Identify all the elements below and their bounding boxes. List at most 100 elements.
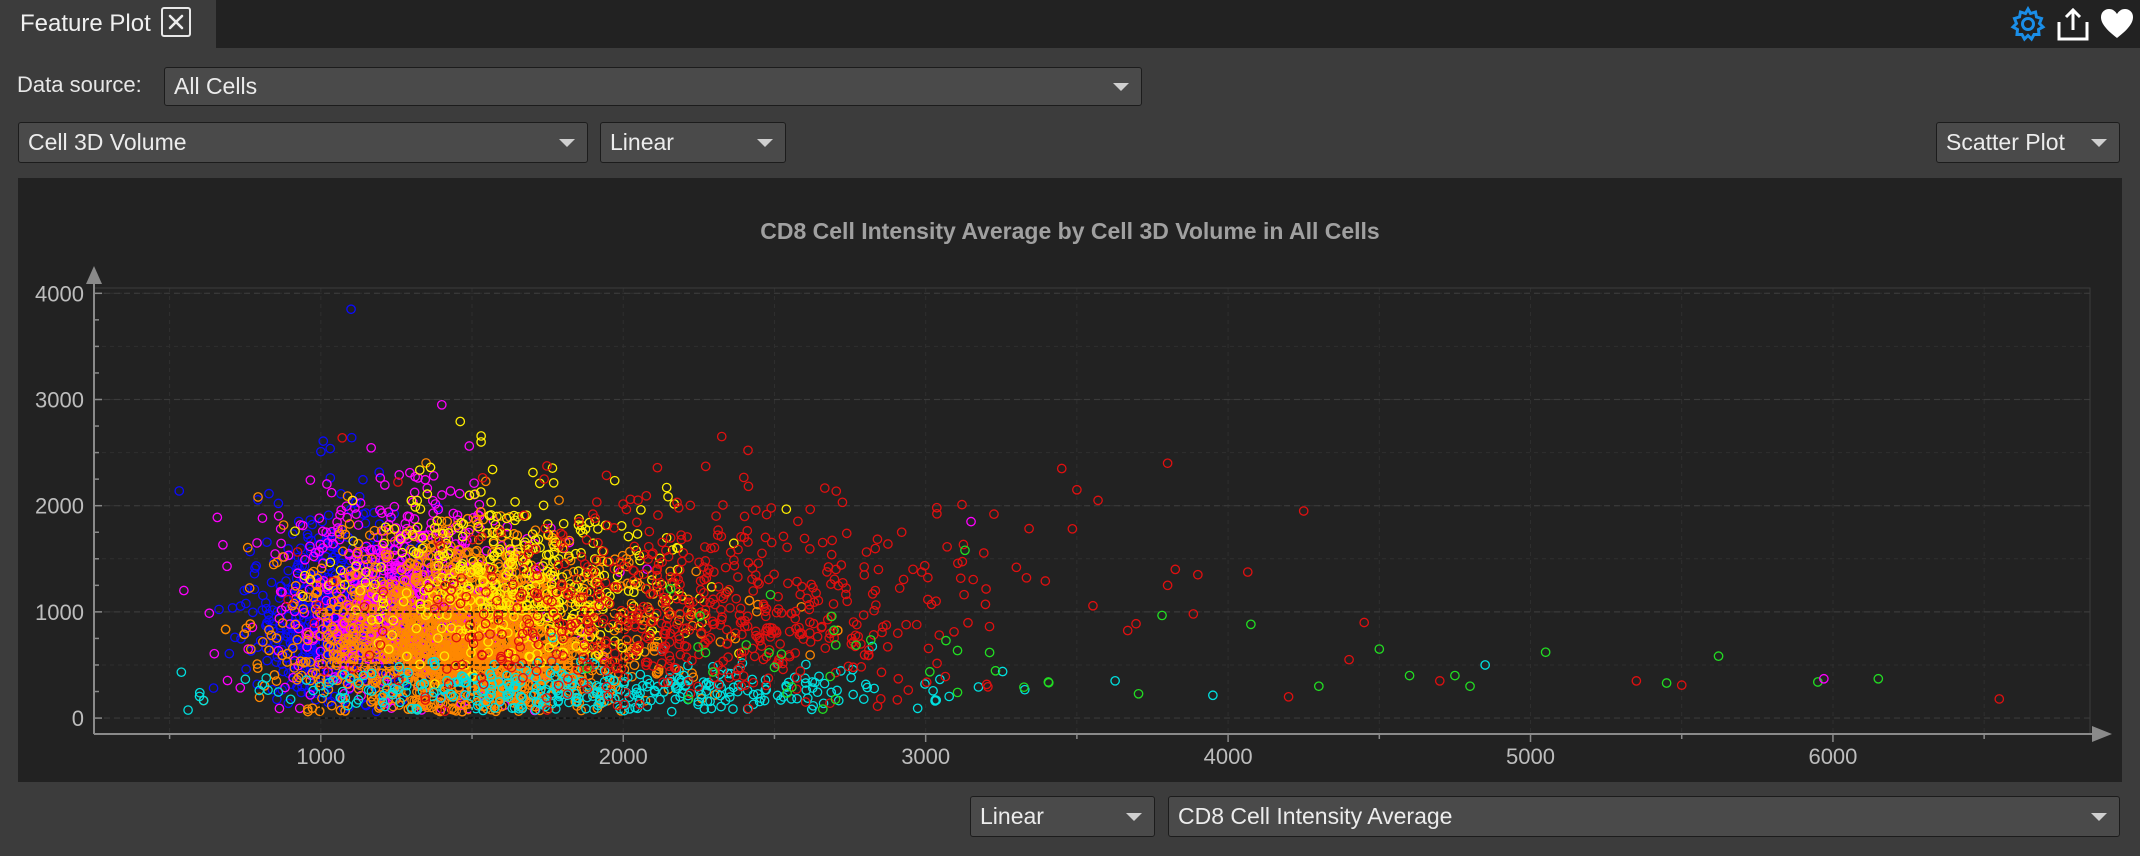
data-point <box>420 474 431 485</box>
data-point <box>204 608 215 619</box>
data-point <box>271 657 282 667</box>
data-point <box>653 664 664 674</box>
data-point <box>623 531 634 542</box>
data-point <box>805 650 815 660</box>
data-point <box>370 557 381 567</box>
plot-type-select[interactable]: Scatter Plot <box>1936 122 2120 163</box>
data-point <box>305 515 316 525</box>
data-point <box>247 607 258 618</box>
data-point <box>486 497 496 508</box>
data-point <box>235 682 246 693</box>
data-point <box>405 558 416 569</box>
gear-icon[interactable] <box>2008 4 2048 44</box>
x-feature-select[interactable]: Cell 3D Volume <box>18 122 588 163</box>
data-point <box>384 550 395 560</box>
data-point <box>323 649 333 660</box>
data-source-select[interactable]: All Cells <box>164 67 1142 106</box>
data-point <box>414 625 424 636</box>
data-point <box>450 539 461 549</box>
heart-icon[interactable] <box>2097 4 2137 44</box>
data-point <box>287 529 298 539</box>
data-point <box>407 497 418 508</box>
data-point <box>277 618 288 628</box>
data-point <box>292 682 303 692</box>
data-point <box>273 498 284 509</box>
data-point <box>294 563 304 574</box>
data-point <box>454 488 465 499</box>
data-point <box>411 548 421 559</box>
data-point <box>230 632 240 643</box>
data-point <box>377 540 388 551</box>
data-point <box>464 441 475 451</box>
data-point <box>254 692 265 703</box>
data-point <box>445 486 456 496</box>
tab-feature-plot[interactable]: Feature Plot <box>0 0 216 48</box>
data-point <box>245 619 256 629</box>
data-point <box>370 678 381 688</box>
data-point <box>307 519 318 530</box>
data-point <box>375 473 386 483</box>
data-point <box>484 641 495 652</box>
data-point <box>412 666 423 677</box>
data-point <box>452 510 463 521</box>
data-point <box>288 643 298 654</box>
data-point <box>300 554 310 565</box>
data-point <box>297 520 308 531</box>
data-point <box>473 534 484 545</box>
data-point <box>404 588 415 599</box>
data-point <box>289 586 300 597</box>
data-point <box>227 603 238 613</box>
data-point <box>360 508 371 518</box>
data-point <box>412 572 423 583</box>
close-icon[interactable] <box>161 7 191 37</box>
data-point <box>358 560 369 571</box>
data-point <box>263 609 274 620</box>
data-point <box>242 542 253 553</box>
data-point <box>433 504 444 515</box>
data-point <box>554 495 564 506</box>
data-point <box>325 443 336 454</box>
data-point <box>973 682 984 692</box>
data-point <box>274 703 285 714</box>
data-point <box>327 552 338 563</box>
data-point <box>409 524 420 535</box>
data-point <box>691 566 702 577</box>
scatter-chart[interactable]: 1000 2000 3000 4000 5000 60000100020003000400… <box>18 178 2122 782</box>
data-point <box>304 630 314 640</box>
data-point <box>364 545 375 556</box>
data-point <box>303 532 313 543</box>
data-point <box>358 474 368 485</box>
data-point <box>459 700 470 710</box>
x-scale-select[interactable]: Linear <box>600 122 786 163</box>
data-point <box>496 701 507 712</box>
data-point <box>396 565 407 575</box>
data-point <box>342 678 353 689</box>
data-point <box>326 487 337 498</box>
data-point <box>409 487 420 498</box>
data-point <box>252 679 263 690</box>
data-point <box>377 668 387 679</box>
data-point <box>304 616 315 627</box>
data-point <box>441 624 452 635</box>
data-point <box>209 648 220 659</box>
data-point <box>273 511 284 521</box>
data-point <box>331 575 342 586</box>
data-point <box>632 529 643 539</box>
data-point <box>396 623 406 633</box>
data-point <box>420 646 431 657</box>
data-point <box>305 541 315 552</box>
data-point <box>648 589 659 599</box>
data-point <box>398 638 409 649</box>
data-point <box>487 464 498 475</box>
data-point <box>355 647 366 658</box>
data-point <box>549 541 559 552</box>
data-point <box>183 705 193 715</box>
data-point <box>275 581 286 592</box>
data-point <box>289 663 300 673</box>
data-point <box>442 516 453 527</box>
data-point <box>587 576 597 587</box>
export-icon[interactable] <box>2053 4 2093 44</box>
data-point <box>439 651 450 661</box>
data-point <box>354 623 364 634</box>
data-point <box>576 627 587 637</box>
